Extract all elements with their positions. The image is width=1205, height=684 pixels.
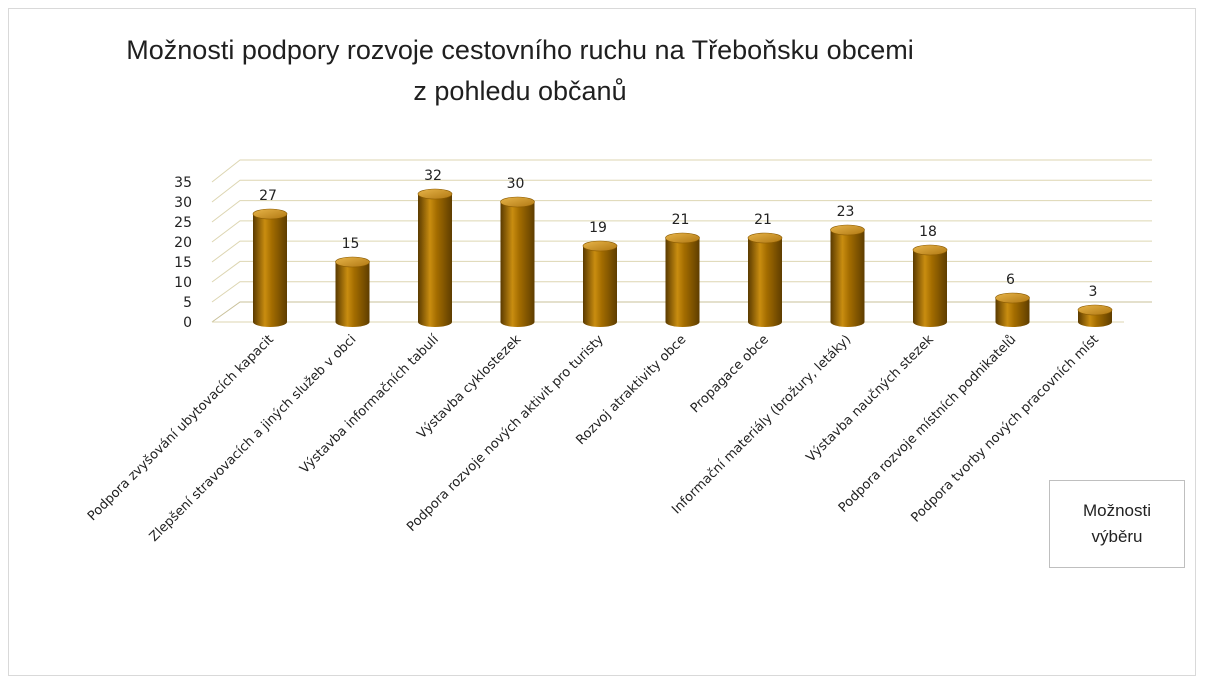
bar [912,244,948,327]
data-label: 21 [672,212,690,228]
data-label: 18 [919,224,937,240]
gridline [211,179,1152,203]
bar [747,232,783,327]
bar-body [500,202,535,327]
bar-body [995,298,1030,327]
bar-body [418,194,452,327]
data-label: 6 [1006,272,1015,288]
chart-title-line-2: z pohledu občanů [413,76,626,106]
bar-cap [995,292,1030,304]
legend: Možnosti výběru [1049,480,1185,568]
bar-body [830,230,865,327]
legend-entry: Možnosti výběru [1082,501,1152,546]
bar [417,188,453,327]
data-label: 3 [1089,284,1098,300]
y-tick-label: 30 [174,195,192,211]
gridline [211,220,1152,243]
gridline [211,200,1152,223]
category-label: Výstavba informačních tabulí [297,332,442,477]
chart-frame [8,8,1196,676]
chart-title-line-1: Možnosti podpory rozvoje cestovního ruch… [126,35,913,65]
category-label: Propagace obce [688,332,772,416]
bar-cap [417,188,453,200]
y-tick-label: 35 [174,175,192,191]
bar [252,208,288,327]
bar [830,224,865,327]
y-tick-label: 15 [174,255,192,271]
y-tick-label: 0 [183,315,192,331]
bar-cap [830,224,865,236]
bar-body [583,246,617,327]
bar [665,232,700,327]
bar [1077,304,1113,327]
data-label: 23 [837,204,855,220]
bar-cap [500,196,535,208]
bar [582,240,618,327]
bar-cap [747,232,783,244]
bar-cap [665,232,700,244]
bar-body [335,262,370,327]
data-label: 32 [424,168,442,184]
bar-body [253,214,287,327]
bar-cap [582,240,618,252]
category-label: Podpora rozvoje místních podnikatelů [836,332,1019,515]
bar-cap [252,208,288,220]
data-label: 15 [342,236,360,252]
data-label: 19 [589,220,607,236]
bar-body [748,238,782,327]
gridline [211,159,1152,183]
bar [500,196,535,327]
bar [335,256,370,327]
bar-body [665,238,700,327]
bar-cap [335,256,370,268]
bar-cap [1077,304,1113,316]
data-label: 30 [507,176,525,192]
y-tick-label: 10 [174,275,192,291]
bar-body [913,250,947,327]
y-tick-label: 5 [183,295,192,311]
y-tick-label: 20 [174,235,192,251]
y-tick-label: 25 [174,215,192,231]
bar [995,292,1030,327]
bar-cap [912,244,948,256]
category-label: Informační materiály (brožury, letáky) [669,332,854,517]
data-label: 21 [754,212,772,228]
data-label: 27 [259,188,277,204]
category-label: Podpora zvyšování ubytovacích kapacit [85,332,277,524]
